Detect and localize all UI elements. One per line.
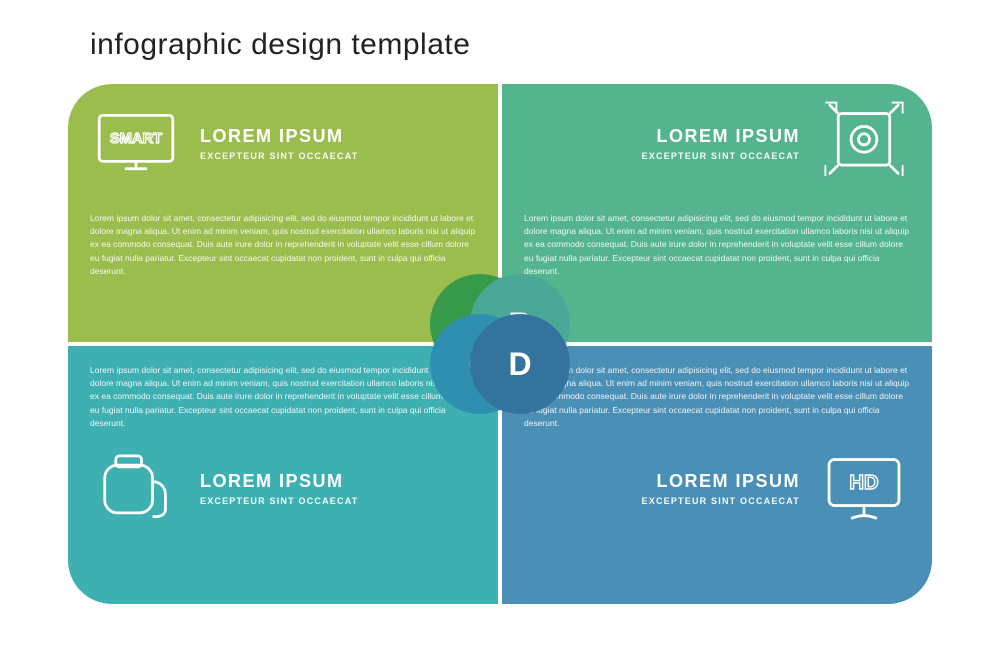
panel-a-body: Lorem ipsum dolor sit amet, consectetur … <box>68 202 498 278</box>
page-title: infographic design template <box>90 28 932 62</box>
svg-text:HD: HD <box>849 472 878 494</box>
panel-heading-title: LOREM IPSUM <box>642 471 800 492</box>
panel-b-body: Lorem ipsum dolor sit amet, consectetur … <box>502 202 932 278</box>
spotlight-icon <box>818 97 910 189</box>
panel-a-header: SMART LOREM IPSUM EXCEPTEUR SINT OCCAECA… <box>68 84 498 202</box>
panel-heading-title: LOREM IPSUM <box>642 126 800 147</box>
panel-b-header: LOREM IPSUM EXCEPTEUR SINT OCCAECAT <box>502 84 932 202</box>
badge-d-letter: D <box>508 346 531 383</box>
hd-monitor-icon: HD <box>818 443 910 535</box>
panel-b: LOREM IPSUM EXCEPTEUR SINT OCCAECAT Lore… <box>502 84 932 342</box>
panel-d: Lorem ipsum dolor sit amet, consectetur … <box>502 346 932 604</box>
panel-heading-sub: EXCEPTEUR SINT OCCAECAT <box>642 496 800 506</box>
panel-c-header: LOREM IPSUM EXCEPTEUR SINT OCCAECAT <box>68 430 498 548</box>
film-roll-icon <box>90 443 182 535</box>
panel-d-header: HD LOREM IPSUM EXCEPTEUR SINT OCCAECAT <box>502 430 932 548</box>
panel-heading-sub: EXCEPTEUR SINT OCCAECAT <box>200 151 358 161</box>
panel-heading-sub: EXCEPTEUR SINT OCCAECAT <box>642 151 800 161</box>
page: infographic design template SMART LOREM … <box>0 0 1000 667</box>
panel-heading-title: LOREM IPSUM <box>200 126 358 147</box>
smart-tv-icon: SMART <box>90 97 182 189</box>
svg-text:SMART: SMART <box>110 131 162 147</box>
panel-heading-sub: EXCEPTEUR SINT OCCAECAT <box>200 496 358 506</box>
infographic-grid: SMART LOREM IPSUM EXCEPTEUR SINT OCCAECA… <box>68 84 932 604</box>
panel-c-heading: LOREM IPSUM EXCEPTEUR SINT OCCAECAT <box>200 471 358 506</box>
panel-a-heading: LOREM IPSUM EXCEPTEUR SINT OCCAECAT <box>200 126 358 161</box>
panel-d-heading: LOREM IPSUM EXCEPTEUR SINT OCCAECAT <box>642 471 800 506</box>
badge-d: D <box>470 314 570 414</box>
panel-heading-title: LOREM IPSUM <box>200 471 358 492</box>
panel-b-heading: LOREM IPSUM EXCEPTEUR SINT OCCAECAT <box>642 126 800 161</box>
